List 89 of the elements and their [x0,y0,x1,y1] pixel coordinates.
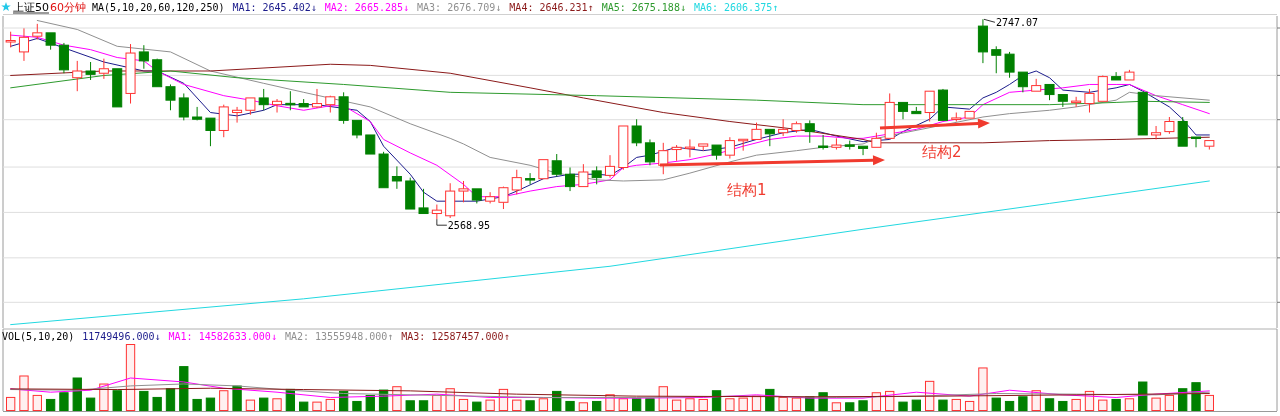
bar [565,400,575,411]
bar [6,396,16,411]
bar [85,397,96,411]
bar [125,344,136,411]
bar [685,398,695,411]
bar [259,397,269,411]
bar [1124,398,1135,411]
bar [1058,400,1068,411]
bar [991,397,1001,411]
annotation: 结构1 [727,181,767,199]
text: MA6: 2606.375↑ [693,2,779,13]
bar [592,400,602,411]
bar [525,400,535,411]
bar [1204,394,1214,411]
bar [1178,388,1188,411]
chart-subtitle: 60分钟 [50,1,86,14]
bar [778,396,788,411]
bar [738,397,748,411]
bar [272,398,282,411]
bar [858,400,868,411]
bar [978,367,988,411]
bar [432,394,442,411]
text: MA2: 2665.285↓ [324,2,410,13]
bar [871,392,882,411]
bar [112,390,122,411]
bar [1151,397,1161,411]
bar [312,401,322,411]
bar [299,401,309,411]
bar [485,399,495,411]
text: MA2: 13555948.000↑ [284,331,394,342]
bar [219,390,229,411]
bar [1004,400,1015,411]
bar [1044,398,1055,411]
bar [1164,394,1175,411]
bar [1098,399,1108,411]
legend-title: MA(5,10,20,60,120,250) [92,2,225,13]
bar [725,398,735,411]
annotation: 2568.95 [447,220,491,232]
bar [911,399,921,411]
bar [72,377,82,411]
bar [418,400,429,411]
bar [45,398,56,411]
bar [458,398,469,411]
text: MA3: 12587457.000↑ [401,331,510,342]
annotation: 2747.07 [995,17,1039,29]
bar [951,398,961,411]
bar [898,401,908,411]
bar [618,398,628,411]
bar [245,399,256,411]
bar [1138,381,1148,411]
bar [578,402,589,411]
text: MA4: 2646.231↑ [509,2,594,13]
bar [32,394,42,411]
bar [1071,398,1081,411]
text: MA5: 2675.188↓ [601,2,686,13]
bar [964,400,975,411]
annotation: 结构2 [922,143,962,161]
text: 11749496.000↓ [82,331,161,342]
text: MA1: 14582633.000↓ [168,331,277,342]
bar [152,396,162,411]
bar [205,397,216,411]
bar [538,398,549,411]
chart-title: 上证50 [13,1,49,14]
bar [1111,398,1121,411]
bar [1018,396,1028,411]
bar [352,400,362,411]
bar [325,398,335,411]
bar [472,401,482,411]
bar [645,398,655,411]
bar [631,398,642,411]
bar [59,392,69,411]
bar [791,397,802,411]
bar [165,388,176,411]
text: MA3: 2676.709↓ [417,2,502,13]
bar [698,398,708,411]
bar [845,402,855,411]
bar [19,375,29,411]
bar [711,390,722,411]
text: MA1: 2645.402↓ [232,2,317,13]
bar [512,399,522,411]
legend-title: VOL(5,10,20) [2,331,75,342]
bar [831,402,842,411]
bar [139,390,149,411]
bar [938,399,948,411]
bar [405,400,415,411]
bar [671,399,682,411]
bar [765,388,775,411]
bar [365,394,375,411]
bar [192,398,202,411]
